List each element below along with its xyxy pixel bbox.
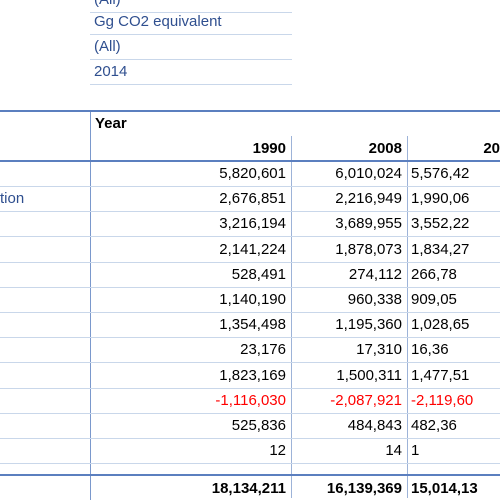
- table-row: tion 2,676,851 2,216,949 1,990,06: [0, 187, 500, 213]
- value-1990-cell[interactable]: 2,676,851: [219, 190, 286, 208]
- value-1990-cell[interactable]: 1,140,190: [219, 291, 286, 308]
- table-row: 525,836 484,843 482,36: [0, 414, 500, 439]
- table-row: 528,491 274,112 266,78: [0, 263, 500, 288]
- value-2008-cell[interactable]: 14: [385, 442, 402, 460]
- table-row: -1,116,030 -2,087,921 -2,119,60: [0, 389, 500, 414]
- column-header-1990[interactable]: 1990: [252, 140, 286, 157]
- value-last-cell[interactable]: 1,028,65: [411, 316, 470, 334]
- total-1990-cell[interactable]: 18,134,211: [211, 480, 286, 497]
- column-divider: [291, 136, 292, 498]
- filter-all-value[interactable]: (All): [90, 34, 292, 60]
- table-row: 2,141,224 1,878,073 1,834,27: [0, 238, 500, 263]
- value-last-cell[interactable]: 1,477,51: [411, 366, 470, 384]
- value-2008-cell[interactable]: 6,010,024: [335, 165, 402, 182]
- value-2008-cell[interactable]: 274,112: [348, 265, 402, 283]
- row-label[interactable]: [0, 389, 88, 413]
- column-header-2008[interactable]: 2008: [368, 140, 402, 157]
- value-last-cell[interactable]: 5,576,42: [411, 165, 470, 182]
- value-1990-cell[interactable]: 5,820,601: [219, 165, 286, 182]
- row-label[interactable]: [0, 238, 88, 262]
- value-2008-cell[interactable]: 2,216,949: [335, 190, 402, 208]
- row-label[interactable]: [0, 263, 88, 287]
- filter-unit-value[interactable]: Gg CO2 equivalent: [90, 9, 292, 35]
- row-label[interactable]: [0, 338, 88, 362]
- table-top-border: [0, 110, 500, 112]
- value-1990-cell[interactable]: -1,116,030: [215, 391, 286, 409]
- value-2008-cell[interactable]: 17,310: [356, 341, 402, 359]
- value-2008-cell[interactable]: 1,500,311: [336, 366, 402, 384]
- row-label[interactable]: [0, 439, 88, 463]
- filter-year-value[interactable]: 2014: [90, 59, 292, 85]
- value-1990-cell[interactable]: 12: [269, 442, 286, 460]
- value-1990-cell[interactable]: 2,141,224: [219, 240, 286, 258]
- value-last-cell[interactable]: 1,834,27: [411, 240, 470, 258]
- row-label[interactable]: [0, 414, 88, 438]
- row-label[interactable]: [0, 313, 88, 337]
- table-row: 5,820,601 6,010,024 5,576,42: [0, 162, 500, 187]
- value-1990-cell[interactable]: 23,176: [240, 341, 286, 359]
- table-row: 12 14 1: [0, 439, 500, 465]
- value-1990-cell[interactable]: 528,491: [231, 265, 286, 283]
- value-2008-cell[interactable]: 3,689,955: [335, 215, 402, 233]
- value-2008-cell[interactable]: 960,338: [347, 291, 402, 308]
- column-header-last[interactable]: 20: [483, 140, 500, 157]
- row-label[interactable]: [0, 162, 88, 186]
- filter-value-cut[interactable]: (All): [90, 0, 292, 13]
- value-last-cell[interactable]: 16,36: [411, 341, 449, 359]
- value-1990-cell[interactable]: 525,836: [231, 417, 286, 434]
- value-2008-cell[interactable]: -2,087,921: [330, 391, 402, 409]
- value-1990-cell[interactable]: 1,354,498: [219, 316, 286, 334]
- value-last-cell[interactable]: 1: [411, 442, 420, 460]
- value-last-cell[interactable]: 909,05: [411, 291, 457, 308]
- table-row: 1,140,190 960,338 909,05: [0, 288, 500, 313]
- value-2008-cell[interactable]: 1,878,073: [335, 240, 402, 258]
- value-1990-cell[interactable]: 1,823,169: [219, 366, 286, 384]
- value-2008-cell[interactable]: 484,843: [347, 417, 402, 434]
- table-row: 1,354,498 1,195,360 1,028,65: [0, 313, 500, 339]
- value-last-cell[interactable]: 3,552,22: [411, 215, 470, 233]
- column-divider: [90, 112, 91, 500]
- value-last-cell[interactable]: 482,36: [411, 417, 457, 434]
- value-last-cell[interactable]: -2,119,60: [411, 391, 474, 409]
- column-divider: [407, 136, 408, 498]
- total-2008-cell[interactable]: 16,139,369: [326, 480, 402, 497]
- row-label[interactable]: [0, 288, 88, 312]
- row-label[interactable]: tion: [0, 190, 25, 208]
- table-row: 1,823,169 1,500,311 1,477,51: [0, 364, 500, 389]
- header-bottom-border: [0, 160, 500, 162]
- value-2008-cell[interactable]: 1,195,360: [335, 316, 402, 334]
- row-label[interactable]: [0, 212, 88, 236]
- table-row: 23,176 17,310 16,36: [0, 338, 500, 364]
- table-row: 3,216,194 3,689,955 3,552,22: [0, 212, 500, 238]
- value-last-cell[interactable]: 266,78: [411, 265, 457, 283]
- year-field-header[interactable]: Year: [95, 115, 127, 132]
- total-last-cell[interactable]: 15,014,13: [411, 480, 478, 497]
- value-last-cell[interactable]: 1,990,06: [411, 190, 470, 208]
- row-label[interactable]: [0, 364, 88, 388]
- grand-total-row: 18,134,211 16,139,369 15,014,13: [0, 474, 500, 500]
- value-1990-cell[interactable]: 3,216,194: [219, 215, 286, 233]
